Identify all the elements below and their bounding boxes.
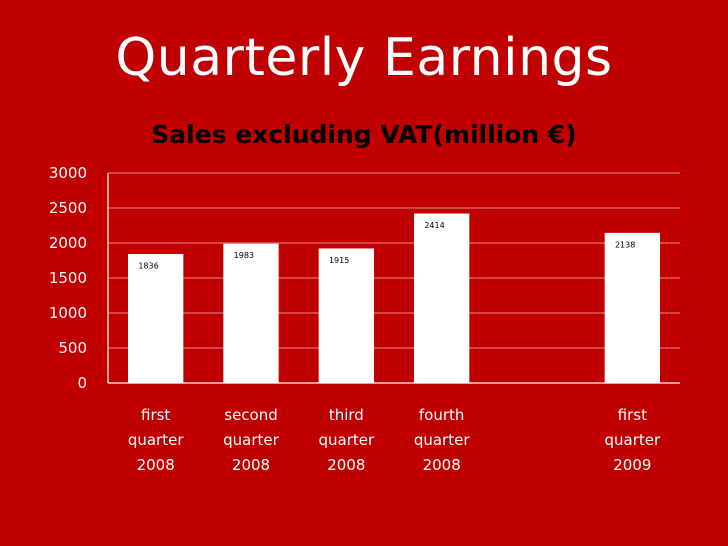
x-tick-label: 2009 bbox=[613, 456, 651, 474]
data-label: 1983 bbox=[234, 251, 254, 260]
x-tick-label: 2008 bbox=[423, 456, 461, 474]
x-tick-label: fourth bbox=[419, 406, 465, 424]
x-tick-label: first bbox=[618, 406, 647, 424]
chart-title: Sales excluding VAT(million €) bbox=[151, 120, 576, 149]
y-tick-label: 1000 bbox=[49, 304, 87, 322]
bar bbox=[604, 232, 661, 384]
bar bbox=[318, 248, 375, 384]
x-tick-label: 2008 bbox=[327, 456, 365, 474]
x-tick-label: second bbox=[224, 406, 278, 424]
x-tick-label: 2008 bbox=[137, 456, 175, 474]
slide-title: Quarterly Earnings bbox=[115, 28, 613, 88]
y-tick-label: 2500 bbox=[49, 199, 87, 217]
y-tick-label: 2000 bbox=[49, 234, 87, 252]
data-label: 1836 bbox=[138, 261, 158, 270]
bar bbox=[223, 243, 279, 384]
x-tick-label: 2008 bbox=[232, 456, 270, 474]
bar bbox=[413, 213, 470, 384]
x-tick-label: quarter bbox=[604, 431, 660, 449]
y-tick-label: 1500 bbox=[49, 269, 87, 287]
y-tick-label: 500 bbox=[58, 339, 87, 357]
x-tick-label: quarter bbox=[414, 431, 470, 449]
y-tick-label: 3000 bbox=[49, 164, 87, 182]
x-tick-label: quarter bbox=[128, 431, 184, 449]
bar bbox=[127, 253, 184, 384]
data-label: 2414 bbox=[424, 221, 444, 230]
x-tick-label: quarter bbox=[223, 431, 279, 449]
x-tick-label: third bbox=[329, 406, 364, 424]
y-tick-label: 0 bbox=[77, 374, 87, 392]
data-label: 1915 bbox=[329, 256, 349, 265]
x-tick-label: first bbox=[141, 406, 170, 424]
x-tick-label: quarter bbox=[318, 431, 374, 449]
data-label: 2138 bbox=[615, 240, 635, 249]
